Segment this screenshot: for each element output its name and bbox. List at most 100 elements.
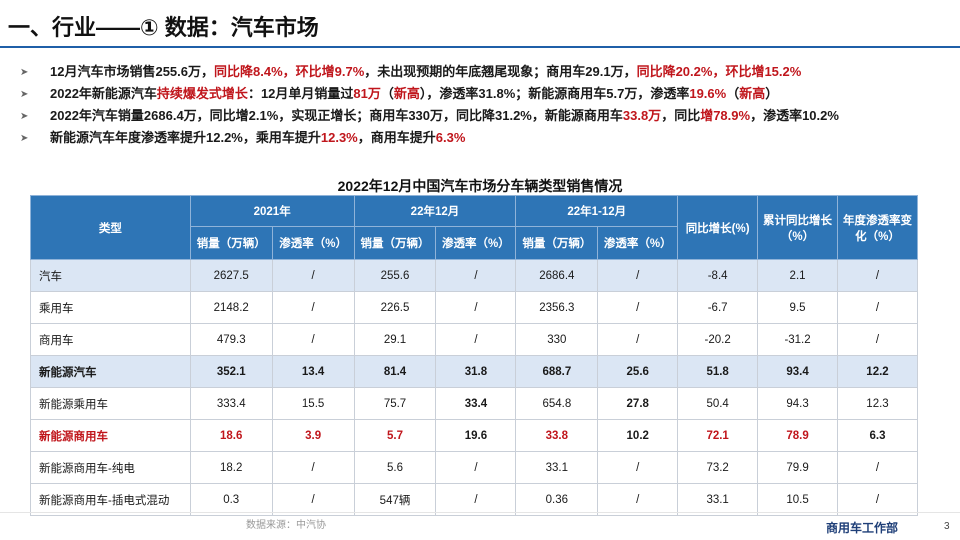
bullet-run: 12.3% bbox=[320, 130, 358, 145]
table-cell: -6.7 bbox=[677, 291, 759, 324]
header-pen-change: 年度渗透率变化（%） bbox=[837, 195, 918, 260]
table-cell: 2148.2 bbox=[189, 291, 273, 324]
bullet-run: 33.8万 bbox=[622, 108, 662, 123]
table-cell: 13.4 bbox=[271, 355, 355, 388]
bullet-run: 新能源汽车年度渗透率提升12.2%，乘用车提升 bbox=[50, 130, 321, 145]
table-cell: 479.3 bbox=[189, 323, 273, 356]
table-cell: 33.8 bbox=[515, 419, 599, 452]
table-cell: 94.3 bbox=[757, 387, 838, 420]
bullet-run: 同比降8.4%，环比增9.7% bbox=[214, 64, 365, 79]
table-cell: 79.9 bbox=[757, 451, 838, 484]
table-cell: 25.6 bbox=[597, 355, 679, 388]
header-22-dec: 22年12月 bbox=[353, 195, 517, 227]
table-cell: 9.5 bbox=[757, 291, 838, 324]
bullet-list: ➤ 12月汽车市场销售255.6万，同比降8.4%，环比增9.7%，未出现预期的… bbox=[20, 62, 940, 150]
bullet-run: ，商用车提升 bbox=[357, 130, 436, 145]
row-label: 新能源商用车-纯电 bbox=[30, 451, 191, 484]
row-label: 汽车 bbox=[30, 259, 191, 292]
table-cell: 29.1 bbox=[353, 323, 437, 356]
header-sales: 销量（万辆） bbox=[515, 226, 599, 260]
bullet-run: ，渗透率10.2% bbox=[750, 108, 839, 123]
table-row: 商用车 479.3/29.1/330/-20.2 -31.2/ bbox=[30, 323, 918, 356]
header-sales: 销量（万辆） bbox=[189, 226, 273, 260]
bullet-item: ➤ 2022年汽车销量2686.4万，同比增2.1%，实现正增长；商用车330万… bbox=[20, 106, 940, 127]
table-cell: 50.4 bbox=[677, 387, 759, 420]
table-cell: 72.1 bbox=[677, 419, 759, 452]
bullet-run: 新高 bbox=[393, 86, 420, 101]
title-divider bbox=[0, 46, 960, 48]
table-row: 新能源乘用车 333.4 15.5 75.7 33.4 654.8 27.8 50.4 94.3… bbox=[30, 387, 918, 420]
table-cell: 51.8 bbox=[677, 355, 759, 388]
table-cell: 688.7 bbox=[515, 355, 599, 388]
table-cell: 2.1 bbox=[757, 259, 838, 292]
row-label: 新能源商用车 bbox=[30, 419, 191, 452]
table-cell: / bbox=[597, 323, 679, 356]
row-label: 新能源乘用车 bbox=[30, 387, 191, 420]
table-cell: / bbox=[837, 483, 918, 516]
arrow-bullet-icon: ➤ bbox=[20, 67, 29, 78]
header-cum-yoy: 累计同比增长（%） bbox=[757, 195, 838, 260]
arrow-bullet-icon: ➤ bbox=[20, 89, 29, 100]
table-cell: 31.8 bbox=[435, 355, 517, 388]
table-cell: / bbox=[597, 259, 679, 292]
table-cell: 75.7 bbox=[353, 387, 437, 420]
bullet-run: 新高 bbox=[739, 86, 766, 101]
row-label: 商用车 bbox=[30, 323, 191, 356]
table-row: 新能源汽车 352.1 13.4 81.4 31.8 688.7 25.6 51.8 93.4 1… bbox=[30, 355, 918, 388]
bullet-run: ） bbox=[765, 86, 779, 101]
table-cell: 33.4 bbox=[435, 387, 517, 420]
table-cell: 3.9 bbox=[271, 419, 355, 452]
bullet-run: 19.6% bbox=[689, 86, 727, 101]
table-cell: 5.6 bbox=[353, 451, 437, 484]
table-cell: 12.3 bbox=[837, 387, 918, 420]
table-cell: / bbox=[271, 483, 355, 516]
arrow-bullet-icon: ➤ bbox=[20, 133, 29, 144]
header-penetration: 渗透率（%） bbox=[597, 226, 679, 260]
table-cell: / bbox=[837, 323, 918, 356]
bullet-run: 12月汽车市场销售255.6万， bbox=[50, 64, 214, 79]
arrow-bullet-icon: ➤ bbox=[20, 111, 29, 122]
table-cell: 2356.3 bbox=[515, 291, 599, 324]
bullet-item: ➤ 12月汽车市场销售255.6万，同比降8.4%，环比增9.7%，未出现预期的… bbox=[20, 62, 940, 83]
bullet-run: ，未出现预期的年底翘尾现象；商用车29.1万， bbox=[364, 64, 637, 79]
table-cell: 547辆 bbox=[353, 483, 437, 516]
header-2021: 2021年 bbox=[189, 195, 355, 227]
table-cell: / bbox=[837, 291, 918, 324]
bullet-run: ：12月单月销量过 bbox=[247, 86, 354, 101]
table-row: 新能源商用车-纯电 18.2/5.6/33.1/73.2 79.9/ bbox=[30, 451, 918, 484]
bullet-text: 新能源汽车年度渗透率提升12.2%，乘用车提升12.3%，商用车提升6.3% bbox=[34, 128, 930, 148]
table-cell: / bbox=[597, 451, 679, 484]
data-source: 数据来源：中汽协 bbox=[246, 520, 326, 531]
header-22-full-year: 22年1-12月 bbox=[515, 195, 679, 227]
bullet-text: 2022年汽车销量2686.4万，同比增2.1%，实现正增长；商用车330万，同… bbox=[34, 106, 930, 126]
table-cell: 33.1 bbox=[677, 483, 759, 516]
table-cell: 352.1 bbox=[189, 355, 273, 388]
row-label: 新能源商用车-插电式混动 bbox=[30, 483, 191, 516]
table-cell: / bbox=[271, 259, 355, 292]
table-cell: 27.8 bbox=[597, 387, 679, 420]
table-cell: 5.7 bbox=[353, 419, 437, 452]
bullet-run: 6.3% bbox=[435, 130, 466, 145]
table-cell: / bbox=[271, 451, 355, 484]
bullet-run: 同比降20.2%，环比增15.2% bbox=[636, 64, 802, 79]
bullet-run: （ bbox=[380, 86, 394, 101]
bullet-text: 2022年新能源汽车持续爆发式增长：12月单月销量过81万（新高），渗透率31.… bbox=[34, 84, 930, 104]
table-cell: 78.9 bbox=[757, 419, 838, 452]
footer-divider bbox=[0, 512, 960, 513]
table-cell: / bbox=[435, 291, 517, 324]
table-cell: 18.2 bbox=[189, 451, 273, 484]
table-cell: 10.5 bbox=[757, 483, 838, 516]
table-cell: 0.3 bbox=[189, 483, 273, 516]
table-cell: 15.5 bbox=[271, 387, 355, 420]
table-cell: 81.4 bbox=[353, 355, 437, 388]
header-yoy: 同比增长(%) bbox=[677, 195, 759, 260]
table-cell: 0.36 bbox=[515, 483, 599, 516]
table-cell: / bbox=[435, 323, 517, 356]
table-cell: 12.2 bbox=[837, 355, 918, 388]
table-cell: 654.8 bbox=[515, 387, 599, 420]
bullet-text: 12月汽车市场销售255.6万，同比降8.4%，环比增9.7%，未出现预期的年底… bbox=[34, 62, 930, 82]
table-cell: 93.4 bbox=[757, 355, 838, 388]
page-number: 3 bbox=[944, 521, 950, 532]
bullet-item: ➤ 新能源汽车年度渗透率提升12.2%，乘用车提升12.3%，商用车提升6.3% bbox=[20, 128, 940, 149]
header-penetration: 渗透率（%） bbox=[435, 226, 517, 260]
